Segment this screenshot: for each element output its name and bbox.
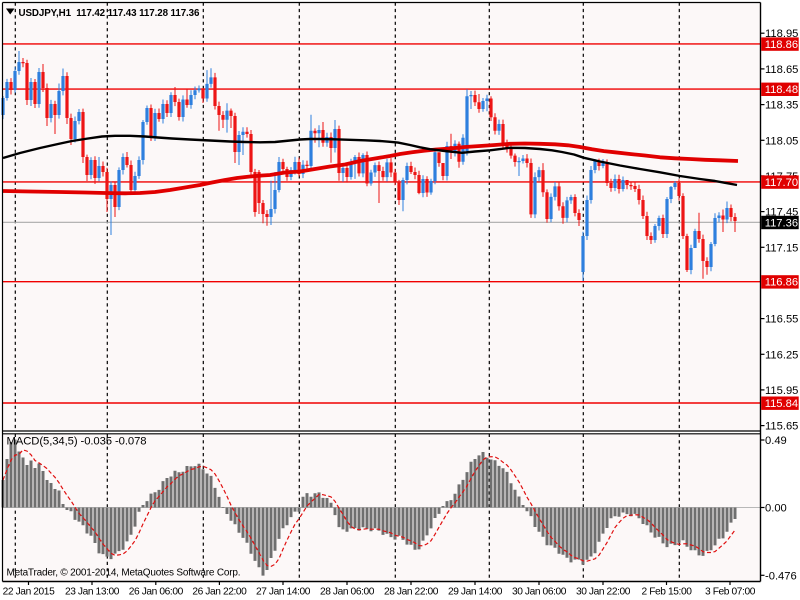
svg-text:30 Jan 06:00: 30 Jan 06:00 bbox=[512, 586, 567, 597]
svg-text:117.15: 117.15 bbox=[765, 242, 798, 254]
svg-text:116.86: 116.86 bbox=[765, 277, 798, 289]
svg-text:117.70: 117.70 bbox=[765, 177, 798, 189]
svg-text:116.55: 116.55 bbox=[765, 314, 798, 326]
svg-text:MACD(5,34,5) -0.035 -0.078: MACD(5,34,5) -0.035 -0.078 bbox=[7, 436, 147, 448]
svg-text:USDJPY,H1 117.42 117.43 117.2: USDJPY,H1 117.42 117.43 117.28 117.36 bbox=[19, 8, 201, 19]
svg-text:0.00: 0.00 bbox=[765, 503, 787, 515]
svg-text:118.65: 118.65 bbox=[765, 64, 798, 76]
svg-text:22 Jan 2015: 22 Jan 2015 bbox=[3, 586, 55, 597]
svg-text:MetaTrader, © 2001-2014, MetaQ: MetaTrader, © 2001-2014, MetaQuotes Soft… bbox=[7, 568, 241, 579]
svg-text:28 Jan 06:00: 28 Jan 06:00 bbox=[320, 586, 375, 597]
svg-text:26 Jan 06:00: 26 Jan 06:00 bbox=[129, 586, 184, 597]
svg-text:28 Jan 22:00: 28 Jan 22:00 bbox=[384, 586, 439, 597]
svg-text:118.48: 118.48 bbox=[765, 84, 798, 96]
svg-text:0.49: 0.49 bbox=[765, 435, 787, 447]
svg-text:115.95: 115.95 bbox=[765, 385, 798, 397]
svg-text:115.84: 115.84 bbox=[765, 398, 798, 410]
svg-text:117.45: 117.45 bbox=[765, 207, 798, 219]
svg-text:26 Jan 22:00: 26 Jan 22:00 bbox=[192, 586, 247, 597]
svg-text:2 Feb 15:00: 2 Feb 15:00 bbox=[642, 586, 693, 597]
svg-text:27 Jan 14:00: 27 Jan 14:00 bbox=[256, 586, 311, 597]
svg-text:118.35: 118.35 bbox=[765, 100, 798, 112]
svg-text:3 Feb 07:00: 3 Feb 07:00 bbox=[705, 586, 756, 597]
svg-text:-0.476: -0.476 bbox=[765, 570, 797, 582]
svg-text:23 Jan 13:00: 23 Jan 13:00 bbox=[65, 586, 120, 597]
svg-text:117.36: 117.36 bbox=[765, 217, 798, 229]
svg-text:115.65: 115.65 bbox=[765, 421, 798, 433]
svg-text:116.25: 116.25 bbox=[765, 349, 798, 361]
svg-text:118.86: 118.86 bbox=[765, 39, 798, 51]
svg-text:30 Jan 22:00: 30 Jan 22:00 bbox=[576, 586, 631, 597]
svg-text:29 Jan 14:00: 29 Jan 14:00 bbox=[448, 586, 503, 597]
svg-text:118.05: 118.05 bbox=[765, 135, 798, 147]
svg-text:118.95: 118.95 bbox=[765, 28, 798, 40]
